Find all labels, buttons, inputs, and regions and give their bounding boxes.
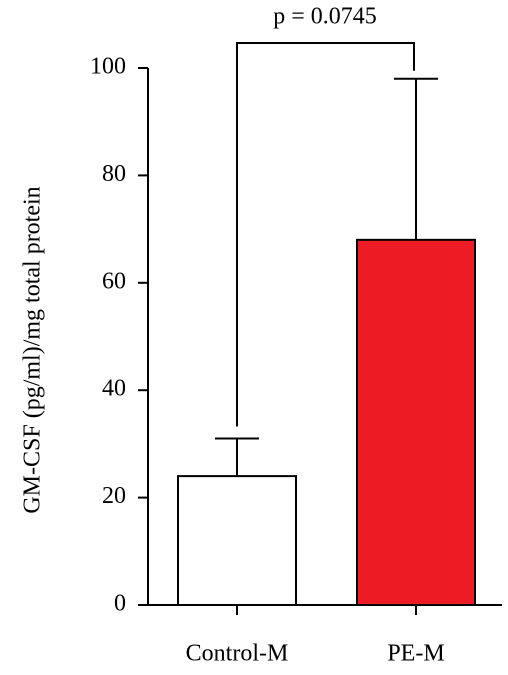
bar	[177, 475, 297, 606]
x-tick-label: Control-M	[186, 641, 289, 667]
significance-bracket	[236, 42, 415, 427]
y-tick-label: 80	[102, 161, 126, 187]
y-tick-label: 60	[102, 268, 126, 294]
significance-label: p = 0.0745	[273, 4, 377, 30]
y-tick-label: 40	[102, 376, 126, 402]
y-tick-label: 20	[102, 483, 126, 509]
y-axis-label: GM-CSF (pg/ml)/mg total protein	[20, 186, 46, 513]
bar	[356, 238, 476, 606]
x-tick-label: PE-M	[387, 641, 444, 667]
y-tick-label: 0	[114, 591, 126, 617]
y-tick-label: 100	[90, 54, 126, 80]
